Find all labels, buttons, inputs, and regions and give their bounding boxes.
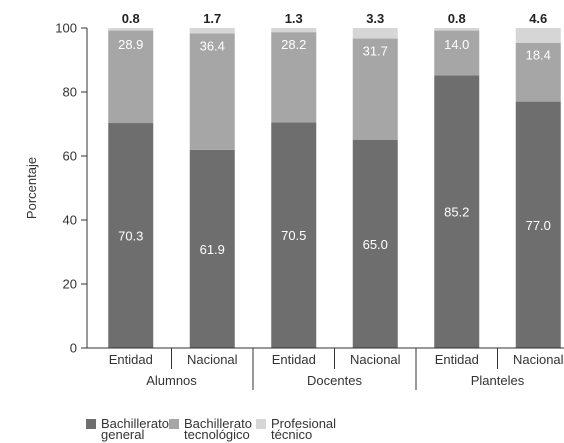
bar-segment	[108, 28, 154, 31]
data-label: 0.8	[122, 11, 140, 26]
data-label: 77.0	[526, 218, 551, 233]
legend-swatch	[86, 419, 96, 429]
bar-segment	[271, 122, 317, 349]
data-label: 14.0	[444, 37, 469, 52]
y-tick-label: 40	[63, 213, 77, 228]
bar-segment	[271, 32, 317, 123]
data-label: 1.3	[285, 11, 303, 26]
legend-label: Profesional	[271, 416, 336, 431]
legend-swatch	[169, 419, 179, 429]
data-label: 18.4	[526, 48, 551, 63]
data-label: 3.3	[366, 11, 384, 26]
data-label: 0.8	[448, 11, 466, 26]
data-label: 28.9	[118, 37, 143, 52]
x-category-label: Nacional	[187, 352, 238, 367]
legend: BachilleratogeneralBachilleratotecnológi…	[86, 416, 336, 442]
bar-segment	[515, 42, 561, 102]
data-label: 70.3	[118, 229, 143, 244]
data-label: 85.2	[444, 205, 469, 220]
bar-segment	[108, 30, 154, 124]
y-axis-title: Porcentaje	[24, 157, 39, 219]
x-category-label: Entidad	[109, 352, 153, 367]
data-label: 70.5	[281, 228, 306, 243]
y-tick-label: 80	[63, 85, 77, 100]
legend-swatch	[256, 419, 266, 429]
data-label: 4.6	[529, 11, 547, 26]
legend-label: general	[101, 427, 144, 442]
x-group-label: Docentes	[307, 373, 362, 388]
x-group-label: Planteles	[471, 373, 525, 388]
bar-segment	[271, 28, 317, 33]
y-tick-label: 60	[63, 149, 77, 164]
bar-segment	[515, 28, 561, 43]
bar-segment	[189, 149, 235, 348]
bar-segment	[352, 140, 398, 348]
y-tick-label: 20	[63, 277, 77, 292]
x-category-label: Entidad	[435, 352, 479, 367]
y-axis: 0 20 40 60 80 100	[55, 21, 88, 356]
legend-label: técnico	[271, 427, 312, 442]
x-category-label: Nacional	[513, 352, 564, 367]
data-label: 36.4	[200, 38, 225, 53]
x-category-label: Nacional	[350, 352, 401, 367]
bar-segment	[434, 28, 480, 31]
x-group-label: Alumnos	[146, 373, 197, 388]
bar-segment	[352, 28, 398, 39]
bar-segment	[434, 30, 480, 76]
bars: 70.3 28.9 0.8 61.9 36.4 1.7 70.5 28.2 1.3 65.0 31.…	[108, 11, 561, 349]
x-category-label: Entidad	[272, 352, 316, 367]
y-tick-label: 0	[70, 341, 77, 356]
bar-segment	[434, 75, 480, 349]
bar-segment	[352, 38, 398, 141]
bar-segment	[108, 123, 154, 348]
bar-segment	[515, 101, 561, 348]
data-label: 1.7	[203, 11, 221, 26]
y-tick-label: 100	[55, 21, 77, 36]
legend-label: Bachillerato	[101, 416, 169, 431]
data-label: 61.9	[200, 242, 225, 257]
data-label: 65.0	[363, 237, 388, 252]
x-axis: Entidad Nacional Entidad Nacional Entidad Nac…	[87, 347, 564, 390]
data-label: 28.2	[281, 37, 306, 52]
legend-label: tecnológico	[184, 427, 250, 442]
legend-label: Bachillerato	[184, 416, 252, 431]
bar-segment	[189, 28, 235, 34]
data-label: 31.7	[363, 44, 388, 59]
bar-segment	[189, 33, 235, 150]
